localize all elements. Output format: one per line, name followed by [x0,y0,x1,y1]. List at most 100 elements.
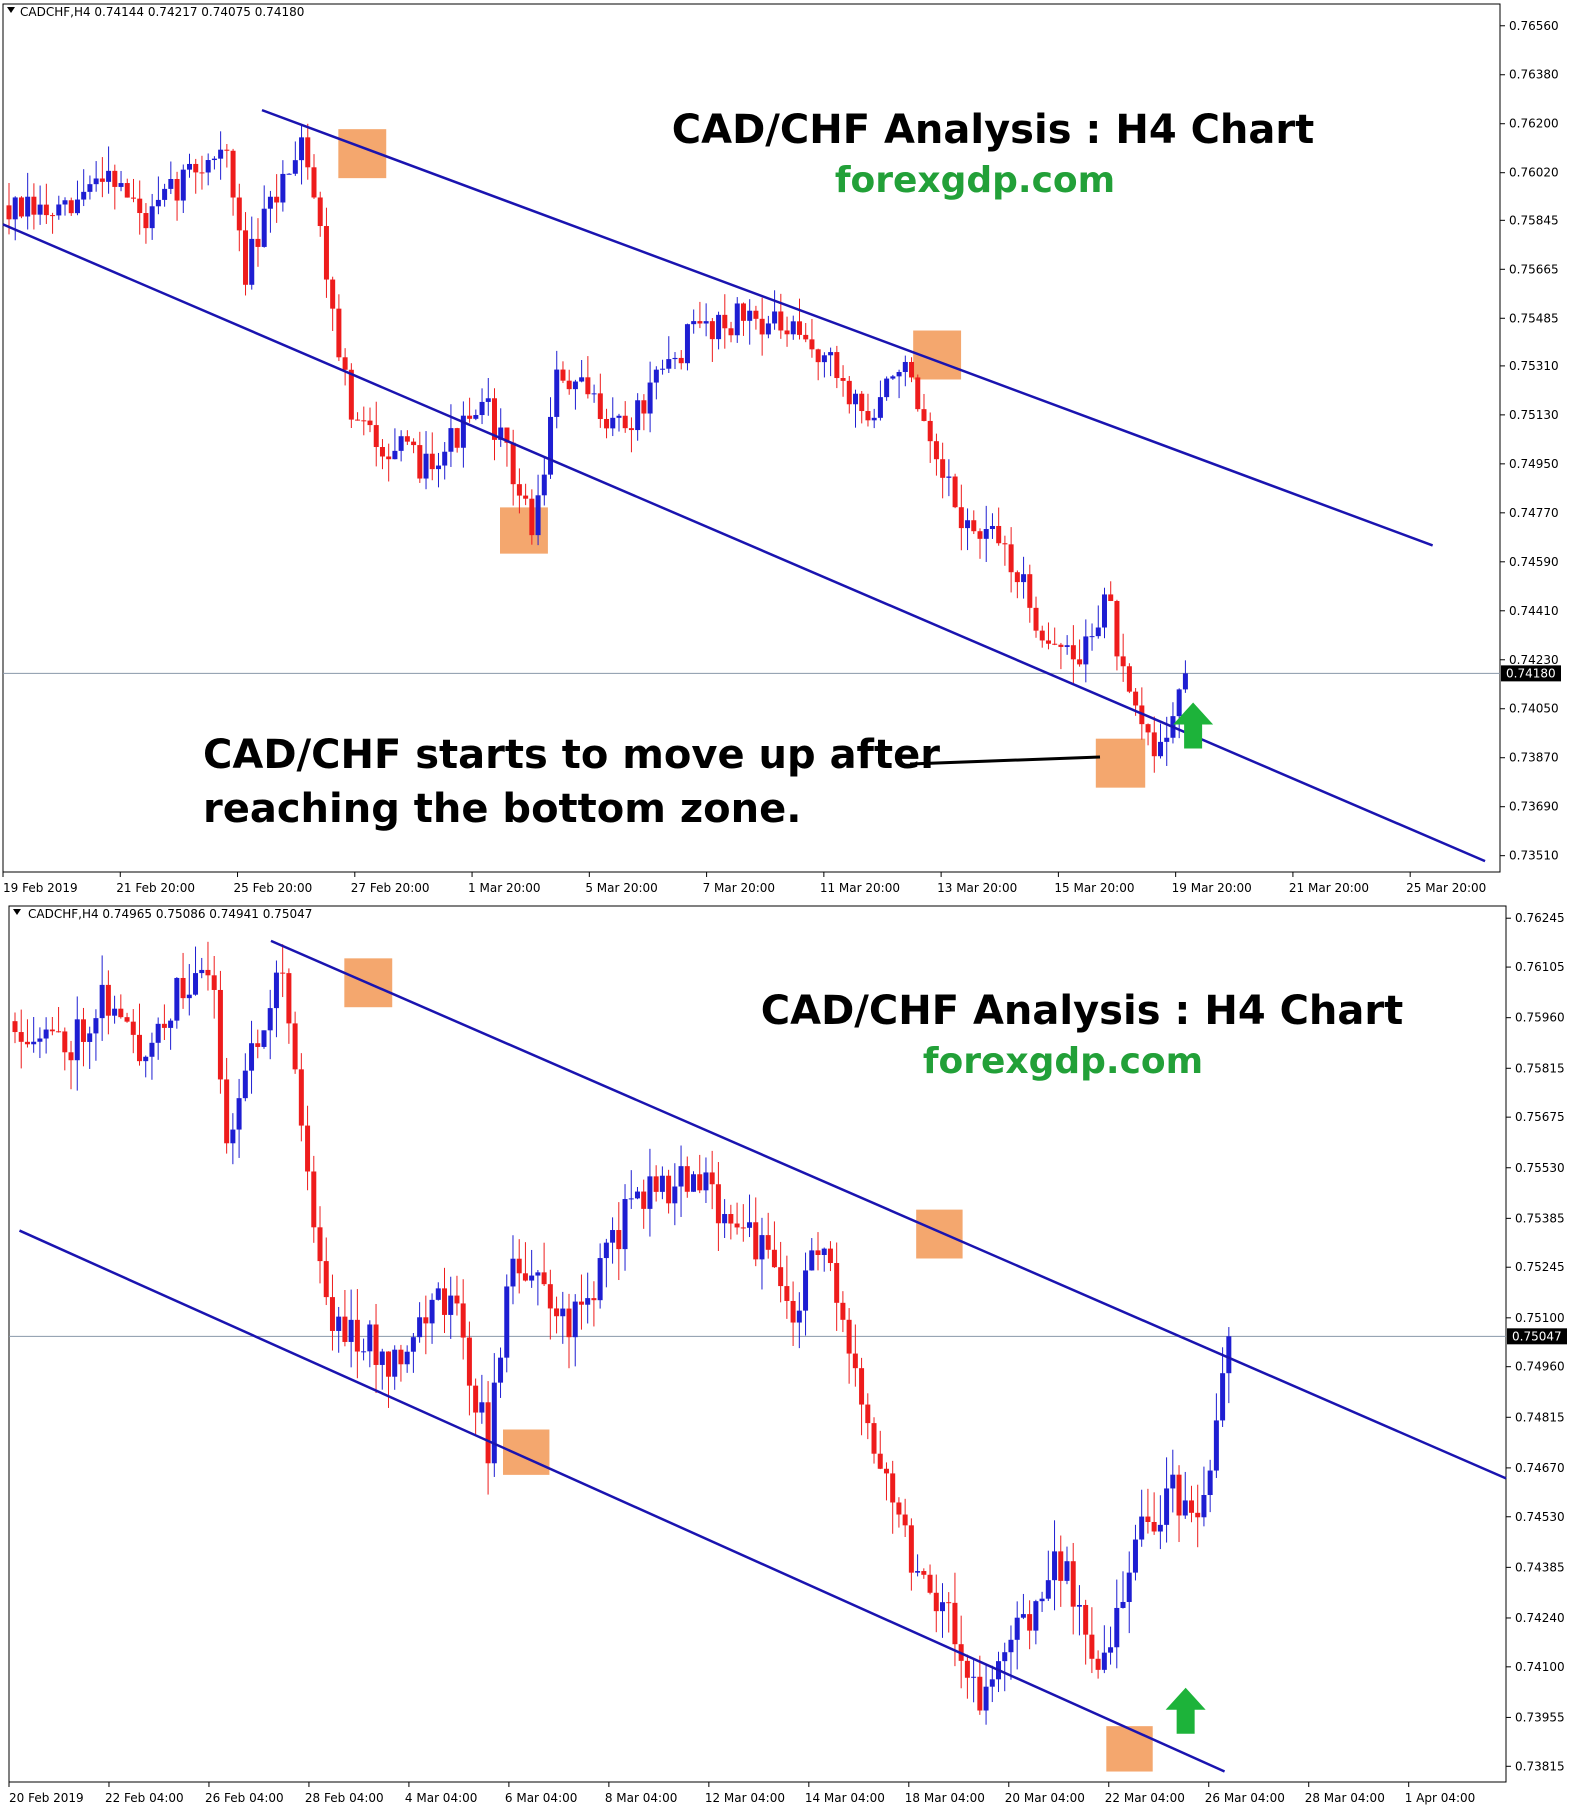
candle-body [1114,601,1120,657]
candle-body [292,1023,298,1070]
y-tick-label: 0.75130 [1509,408,1559,422]
candle-body [236,197,242,231]
current-price-box [1501,665,1561,682]
candle-body [902,1514,908,1526]
x-tick-label: 1 Mar 20:00 [468,881,541,895]
candle-body [1014,1617,1020,1640]
y-tick-label: 0.73815 [1515,1759,1565,1773]
candle-body [205,969,211,976]
y-tick-label: 0.74385 [1515,1560,1565,1574]
y-tick-label: 0.76560 [1509,19,1559,33]
candle-body [821,1248,827,1255]
candle-body [1120,1601,1126,1608]
candle-body [504,427,510,443]
candle-body [853,393,859,405]
candle-body [186,994,192,999]
candle-body [336,308,342,358]
candle-body [355,419,361,421]
candle-body [1052,1551,1058,1581]
candle-body [983,1686,989,1711]
candle-body [1158,741,1164,757]
candle-body [896,1502,902,1515]
candle-body [1170,1474,1176,1489]
candle-body [579,377,585,382]
candle-body [940,459,946,478]
candle-body [1014,572,1020,583]
candle-body [205,160,211,173]
candle-body [728,1214,734,1224]
candlestick-chart-top[interactable]: CADCHF,H4 0.74144 0.74217 0.74075 0.7418… [0,0,1576,900]
candle-body [1126,1572,1132,1602]
candle-body [442,1288,448,1315]
candle-body [161,1023,167,1028]
candle-body [709,1172,715,1185]
candles-group [6,123,1188,773]
candle-body [1101,594,1107,628]
candle-body [628,1198,634,1200]
annotation-line: CAD/CHF starts to move up after [203,732,940,778]
candle-body [329,1297,335,1331]
candle-body [479,401,485,416]
candle-body [697,321,703,324]
candle-body [411,441,417,446]
candle-body [137,198,143,214]
candle-body [821,355,827,363]
candle-body [230,1129,236,1144]
candle-body [560,369,566,381]
candle-body [1132,1539,1138,1573]
candle-body [274,196,280,203]
candle-body [740,303,746,321]
x-tick-label: 15 Mar 20:00 [1054,881,1134,895]
candle-body [1070,1561,1076,1607]
current-price-label: 0.74180 [1506,666,1556,680]
candle-body [510,1258,516,1287]
candle-body [1120,656,1126,667]
candle-body [554,1308,560,1317]
candle-body [541,1272,547,1285]
y-tick-label: 0.75310 [1509,359,1559,373]
candle-body [354,1319,360,1352]
candle-body [249,238,255,285]
candle-body [1089,636,1095,638]
candle-body [504,1286,510,1358]
candle-body [896,372,902,377]
y-tick-label: 0.76245 [1515,911,1565,925]
candle-body [703,321,709,324]
candle-body [977,1676,983,1711]
candle-body [1151,1521,1157,1532]
candle-body [286,973,292,1024]
candle-body [37,204,43,215]
y-tick-label: 0.74240 [1515,1611,1565,1625]
y-tick-label: 0.75485 [1509,311,1559,325]
candle-body [927,1574,933,1593]
candle-body [485,1402,491,1464]
candle-body [803,334,809,340]
candle-body [989,1679,995,1687]
x-tick-label: 21 Mar 20:00 [1289,881,1369,895]
candle-body [1027,574,1033,608]
candle-body [1151,732,1157,757]
candle-body [915,1571,921,1573]
candle-body [417,445,423,479]
candle-body [267,1008,273,1031]
candle-body [604,418,610,429]
y-tick-label: 0.76020 [1509,166,1559,180]
candle-body [778,1267,784,1287]
candle-body [99,178,105,182]
candle-body [336,1316,342,1331]
plot-frame [2,3,1501,873]
candle-body [361,1351,367,1353]
y-tick-label: 0.74100 [1515,1660,1565,1674]
chart-site: forexgdp.com [923,1041,1203,1082]
candle-body [1207,1470,1213,1496]
y-tick-label: 0.74050 [1509,702,1559,716]
candle-body [267,196,273,209]
candle-body [566,1308,572,1338]
candle-body [884,378,890,398]
candle-body [1008,1639,1014,1653]
candle-body [865,411,871,421]
candle-body [37,1038,43,1042]
candle-body [1027,1614,1033,1631]
candlestick-chart-bottom[interactable]: CADCHF,H4 0.74965 0.75086 0.74941 0.7504… [0,902,1576,1812]
candle-body [834,1263,840,1303]
